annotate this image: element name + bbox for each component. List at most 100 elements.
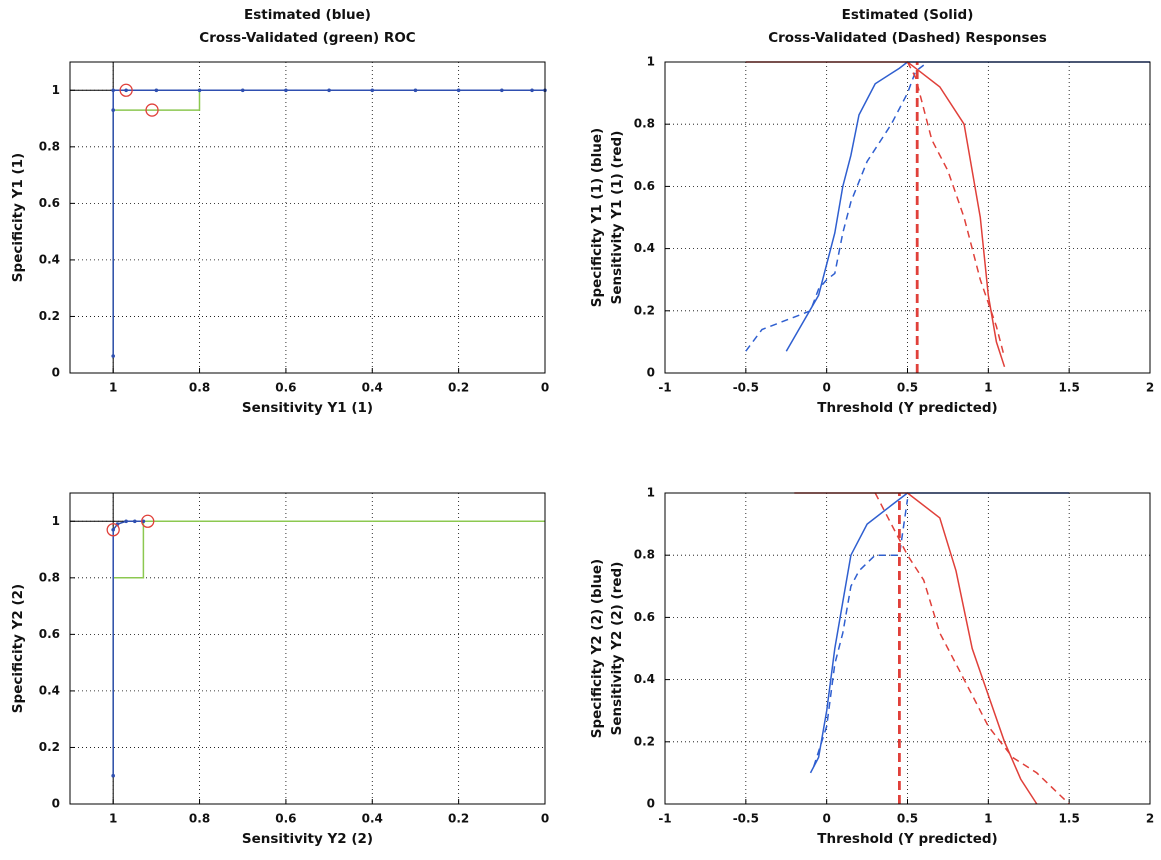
chart-title: Cross-Validated (green) ROC bbox=[199, 30, 416, 46]
y-tick-label: 0.6 bbox=[634, 179, 655, 193]
x-tick-label: 0.8 bbox=[189, 812, 210, 826]
marker bbox=[141, 519, 146, 524]
marker bbox=[500, 88, 504, 93]
x-axis-label: Sensitivity Y2 (2) bbox=[242, 831, 373, 847]
marker bbox=[111, 527, 115, 532]
y-tick-label: 0.4 bbox=[634, 672, 655, 686]
chart-title: Estimated (Solid) bbox=[842, 7, 974, 23]
x-tick-label: -1 bbox=[658, 812, 671, 826]
marker bbox=[530, 88, 534, 93]
y-axis-label: Sensitivity Y1 (1) (red) bbox=[609, 131, 625, 305]
series-line bbox=[112, 89, 545, 356]
marker bbox=[111, 354, 115, 358]
series-line bbox=[812, 499, 909, 767]
series-line bbox=[906, 61, 1006, 358]
x-tick-label: 0.4 bbox=[362, 812, 383, 826]
marker bbox=[124, 519, 128, 524]
y-tick-label: 0.6 bbox=[39, 196, 60, 210]
x-tick-label: 0.6 bbox=[275, 381, 296, 395]
x-tick-label: -1 bbox=[658, 381, 671, 395]
series-line bbox=[745, 61, 1006, 368]
marker bbox=[141, 514, 155, 528]
y-tick-label: 0.2 bbox=[634, 303, 655, 317]
subplot: -1 -0.5 0 0.5 1 1.5 2 0 0.2 0.4 0.6 0.8 1 Estimated (… bbox=[589, 7, 1154, 416]
series-line bbox=[809, 492, 1070, 774]
x-tick-label: 0 bbox=[541, 381, 549, 395]
y-tick-label: 1 bbox=[647, 55, 655, 69]
x-tick-label: 0 bbox=[822, 812, 830, 826]
marker bbox=[197, 88, 202, 93]
y-tick-label: 0 bbox=[647, 366, 655, 380]
x-tick-label: 0.2 bbox=[448, 381, 469, 395]
y-tick-label: 0 bbox=[52, 797, 60, 811]
y-axis-label: Specificity Y2 (2) bbox=[10, 584, 26, 713]
marker bbox=[111, 88, 115, 93]
x-tick-label: 0.8 bbox=[189, 381, 210, 395]
x-tick-label: 0.2 bbox=[448, 812, 469, 826]
marker bbox=[119, 83, 133, 97]
axes-box bbox=[69, 61, 546, 374]
subplot: 0 0.2 0.4 0.6 0.8 1 0 0.2 0.4 0.6 0.8 1 Estimated (b… bbox=[10, 7, 549, 416]
x-tick-label: 2 bbox=[1146, 812, 1154, 826]
marker bbox=[284, 88, 288, 93]
marker bbox=[154, 88, 159, 93]
x-tick-label: 1 bbox=[109, 381, 117, 395]
axes-box bbox=[664, 492, 1151, 805]
marker bbox=[132, 519, 137, 524]
series-line bbox=[794, 492, 1038, 805]
y-tick-label: 0.2 bbox=[39, 309, 60, 323]
y-tick-label: 0.8 bbox=[634, 548, 655, 562]
x-tick-label: 0.5 bbox=[897, 381, 918, 395]
x-tick-label: 1 bbox=[109, 812, 117, 826]
x-axis-label: Threshold (Y predicted) bbox=[817, 831, 997, 847]
marker bbox=[327, 88, 331, 93]
series-line bbox=[745, 64, 925, 352]
axes-box bbox=[69, 492, 546, 805]
marker bbox=[240, 88, 245, 93]
y-tick-label: 0.6 bbox=[634, 610, 655, 624]
y-tick-label: 0.2 bbox=[39, 740, 60, 754]
y-axis-label: Specificity Y2 (2) (blue) bbox=[589, 559, 605, 738]
x-tick-label: -0.5 bbox=[733, 381, 759, 395]
y-tick-label: 0 bbox=[647, 797, 655, 811]
series-line bbox=[112, 520, 144, 776]
x-tick-label: 1 bbox=[984, 812, 992, 826]
y-tick-label: 0.8 bbox=[39, 570, 60, 584]
series-line bbox=[785, 61, 1150, 352]
x-axis-label: Sensitivity Y1 (1) bbox=[242, 400, 373, 416]
subplot: -1 -0.5 0 0.5 1 1.5 2 0 0.2 0.4 0.6 0.8 1 Threshold (… bbox=[589, 486, 1154, 848]
y-tick-label: 1 bbox=[52, 83, 60, 97]
subplot: 0 0.2 0.4 0.6 0.8 1 0 0.2 0.4 0.6 0.8 1 Sensitivity … bbox=[10, 492, 549, 847]
y-tick-label: 0.6 bbox=[39, 627, 60, 641]
marker bbox=[111, 108, 115, 112]
y-tick-label: 0 bbox=[52, 366, 60, 380]
marker bbox=[456, 88, 461, 93]
series-line bbox=[112, 520, 545, 776]
chart-title: Cross-Validated (Dashed) Responses bbox=[768, 30, 1047, 46]
x-tick-label: 0.6 bbox=[275, 812, 296, 826]
x-tick-label: 0 bbox=[541, 812, 549, 826]
marker bbox=[145, 103, 159, 117]
y-tick-label: 0.2 bbox=[634, 734, 655, 748]
y-tick-label: 0.4 bbox=[634, 241, 655, 255]
y-tick-label: 0.8 bbox=[39, 139, 60, 153]
x-tick-label: 1.5 bbox=[1059, 381, 1080, 395]
y-tick-label: 1 bbox=[52, 514, 60, 528]
x-tick-label: 2 bbox=[1146, 381, 1154, 395]
x-tick-label: 1.5 bbox=[1059, 812, 1080, 826]
x-axis-label: Threshold (Y predicted) bbox=[817, 400, 997, 416]
y-axis-label: Sensitivity Y2 (2) (red) bbox=[609, 562, 625, 736]
marker bbox=[370, 88, 375, 93]
y-axis-label: Specificity Y1 (1) (blue) bbox=[589, 128, 605, 307]
x-tick-label: 0.5 bbox=[897, 812, 918, 826]
y-tick-label: 0.4 bbox=[39, 683, 60, 697]
x-tick-label: -0.5 bbox=[733, 812, 759, 826]
y-axis-label: Specificity Y1 (1) bbox=[10, 153, 26, 282]
marker bbox=[111, 773, 115, 778]
x-tick-label: 0 bbox=[822, 381, 830, 395]
axes-box bbox=[664, 61, 1151, 374]
y-tick-label: 0.8 bbox=[634, 117, 655, 131]
y-tick-label: 1 bbox=[647, 486, 655, 500]
x-tick-label: 1 bbox=[984, 381, 992, 395]
